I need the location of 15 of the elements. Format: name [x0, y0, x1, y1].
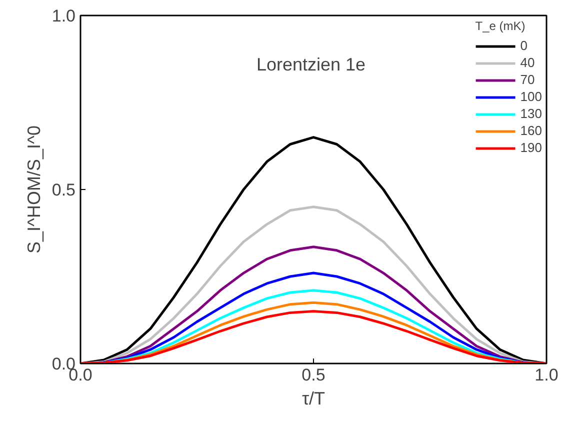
y-axis-title: S_I^HOM/S_I^0	[24, 126, 44, 254]
legend-label: 160	[520, 123, 542, 138]
legend-label: 190	[520, 140, 542, 155]
legend-label: 130	[520, 106, 542, 121]
legend-title: T_e (mK)	[475, 19, 526, 33]
legend-label: 40	[520, 55, 536, 70]
x-tick-label: 1.0	[534, 366, 558, 384]
legend-label: 0	[520, 38, 529, 53]
x-axis-title: τ/T	[302, 388, 326, 408]
y-tick-label: 0.5	[52, 180, 76, 200]
legend-label: 70	[520, 72, 536, 87]
y-tick-label: 1.0	[52, 6, 76, 26]
x-tick-label: 0.5	[302, 366, 326, 384]
annotation: Lorentzien 1e	[256, 54, 366, 75]
legend-label: 100	[520, 89, 542, 104]
